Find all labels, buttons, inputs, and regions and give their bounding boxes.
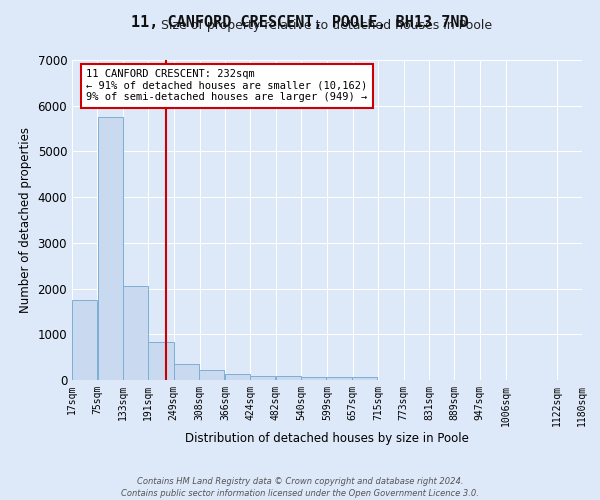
Bar: [174, 364, 199, 380]
Bar: [123, 286, 148, 380]
Text: 11 CANFORD CRESCENT: 232sqm
← 91% of detached houses are smaller (10,162)
9% of : 11 CANFORD CRESCENT: 232sqm ← 91% of det…: [86, 69, 368, 102]
Bar: [250, 376, 275, 380]
Bar: [199, 370, 224, 380]
Title: Size of property relative to detached houses in Poole: Size of property relative to detached ho…: [161, 20, 493, 32]
Bar: [98, 117, 123, 380]
Y-axis label: Number of detached properties: Number of detached properties: [19, 127, 32, 313]
Bar: [148, 342, 173, 380]
Bar: [326, 378, 352, 380]
X-axis label: Distribution of detached houses by size in Poole: Distribution of detached houses by size …: [185, 432, 469, 444]
Bar: [352, 378, 377, 380]
Bar: [72, 300, 97, 380]
Text: 11, CANFORD CRESCENT, POOLE, BH13 7ND: 11, CANFORD CRESCENT, POOLE, BH13 7ND: [131, 15, 469, 30]
Bar: [225, 374, 250, 380]
Bar: [301, 376, 326, 380]
Text: Contains HM Land Registry data © Crown copyright and database right 2024.
Contai: Contains HM Land Registry data © Crown c…: [121, 476, 479, 498]
Bar: [275, 376, 301, 380]
